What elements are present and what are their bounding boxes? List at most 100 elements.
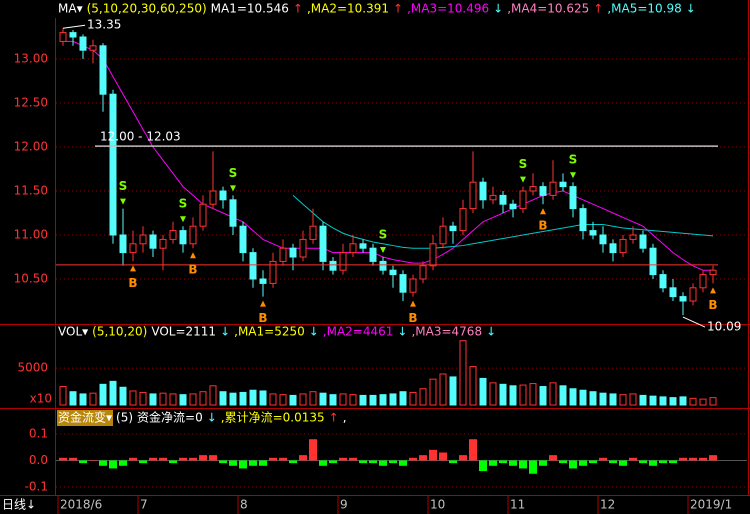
flow-bar [679,457,687,461]
y-tick-label: 11.50 [14,184,48,198]
signal-label: S [179,197,188,211]
header-text: ,累计净流=0.0135 [221,411,325,425]
flow-bar [499,460,507,464]
volume-bar [339,393,347,406]
volume-bar [459,340,467,406]
candle-body [689,287,697,302]
x-tick-label: 2019/1 [690,498,732,512]
candle-body [709,269,717,276]
flow-bar [69,457,77,461]
signal-label: S [379,228,388,242]
volume-bar [279,394,287,406]
flow-bar [569,460,577,469]
volume-bar [549,382,557,406]
y-tick-label: 0.1 [29,426,48,440]
flow-bar [529,460,537,474]
candle-body [639,234,647,249]
header-text: ,MA5=10.98 [607,2,681,16]
volume-bar [669,397,677,406]
candle-body [299,238,307,258]
volume-bar [519,384,527,406]
header-text: ↓ [397,325,407,339]
candle-body [599,234,607,245]
flow-bar [459,455,467,461]
y-tick-label: 0.0 [29,453,48,467]
volume-bar [379,394,387,406]
volume-bar [239,391,247,406]
flow-bar [419,455,427,461]
signal-arrow [410,300,416,307]
candle-body [169,230,177,240]
flow-bar [129,457,137,461]
volume-bar [249,389,257,406]
candle-body [519,190,527,210]
flow-bar [609,460,617,464]
signal-label: B [408,311,417,325]
candle-body [369,247,377,262]
volume-bar [439,373,447,406]
volume-bar [119,386,127,406]
volume-bar [619,394,627,406]
volume-bar [689,397,697,406]
header-text: ↑ [293,2,303,16]
volume-bar [59,386,67,406]
header-text: ↓ [309,325,319,339]
header-text: ,MA3=10.496 [407,2,489,16]
flow-bar [289,460,297,464]
candle-body [249,252,257,280]
volume-bar [489,382,497,406]
flow-bar [209,455,217,461]
candle-body [149,234,157,249]
flow-bar [629,457,637,461]
flow-bar [99,460,107,466]
header-text: VOL=2111 [151,325,216,339]
candle-body [429,243,437,267]
flow-bar [659,460,667,464]
header-text: (5,10,20,30,60,250) [87,2,207,16]
candle-body [279,247,287,262]
candle-body [469,181,477,210]
candle-body [479,181,487,201]
candle-body [139,234,147,245]
candle-body [619,238,627,254]
flow-bar [449,460,457,464]
x-tick-label: 11 [510,498,525,512]
signal-arrow [260,300,266,307]
signal-label: S [119,179,128,193]
volume-bar [559,385,567,406]
flow-bar [489,460,497,466]
header-text: ↑ [593,2,603,16]
flow-bar [599,457,607,461]
header-text: ↓ [493,2,503,16]
volume-bar [569,388,577,406]
header-badge [57,410,114,426]
flow-bar [109,460,117,469]
x-tick-label: 12 [600,498,615,512]
candle-body [79,36,87,51]
volume-bar [269,393,277,406]
flow-bar [389,460,397,464]
volume-bar [639,394,647,406]
candle-body [499,194,507,205]
volume-bar [349,394,357,406]
flow-bar [539,460,547,466]
y-tick-label: 5000 [17,361,48,375]
signal-label: B [538,219,547,233]
flow-bar [709,455,717,461]
flow-bar [89,460,97,461]
volume-bar [329,394,337,406]
x-tick-label: 8 [240,498,248,512]
volume-bar [589,391,597,406]
candle-body [419,265,427,280]
x-tick-label: 7 [140,498,148,512]
candle-body [509,203,517,210]
volume-bar [609,393,617,406]
volume-bar [139,391,147,406]
candle-body [379,260,387,271]
flow-bar [319,460,327,466]
signal-arrow [380,247,386,254]
flow-bar [409,457,417,461]
flow-bar [379,460,387,466]
flow-bar [339,457,347,461]
period-button[interactable]: 日线↓ [2,498,36,512]
